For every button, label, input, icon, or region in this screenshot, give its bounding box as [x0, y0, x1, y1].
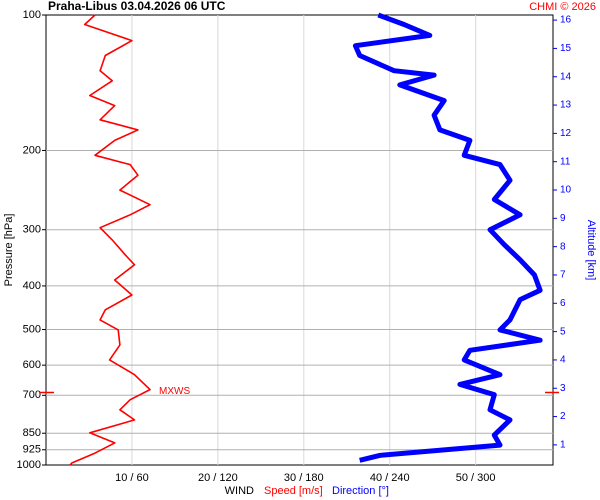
y-tick-label: 300 — [23, 224, 41, 236]
y2-tick-label: 11 — [560, 156, 571, 167]
y-tick-label: 200 — [23, 144, 41, 156]
y2-tick-label: 4 — [560, 355, 566, 366]
y2-tick-label: 13 — [560, 100, 572, 111]
y2-tick-label: 14 — [560, 71, 572, 82]
y-tick-label: 1000 — [17, 459, 41, 471]
annotation: MXWS — [159, 386, 190, 397]
y-tick-label: 100 — [23, 9, 41, 21]
y-tick-label: 600 — [23, 359, 41, 371]
x-axis-label-speed: Speed [m/s] — [264, 485, 323, 497]
y2-tick-label: 16 — [560, 15, 572, 26]
y-tick-label: 500 — [23, 323, 41, 335]
x-tick-label: 50 / 300 — [456, 472, 496, 484]
y2-tick-label: 15 — [560, 43, 572, 54]
y2-tick-label: 10 — [560, 185, 572, 196]
y-axis-label: Pressure [hPa] — [3, 214, 15, 287]
y2-tick-label: 12 — [560, 128, 572, 139]
x-tick-label: 20 / 120 — [198, 472, 238, 484]
y-tick-label: 400 — [23, 280, 41, 292]
x-tick-label: 40 / 240 — [370, 472, 410, 484]
chart-title: Praha-Libus 03.04.2026 06 UTC — [48, 0, 226, 13]
y-tick-label: 925 — [23, 444, 41, 456]
y-tick-label: 700 — [23, 389, 41, 401]
y-tick-label: 850 — [23, 427, 41, 439]
x-tick-label: 30 / 180 — [284, 472, 324, 484]
y2-tick-label: 7 — [560, 270, 566, 281]
y2-tick-label: 1 — [560, 440, 566, 451]
line-series — [352, 12, 543, 463]
credit: CHMI © 2026 — [529, 1, 596, 13]
y2-tick-label: 5 — [560, 326, 566, 337]
y2-axis-label: Altitude [km] — [585, 220, 597, 281]
x-axis-label-direction: Direction [°] — [332, 485, 389, 497]
y2-tick-label: 8 — [560, 241, 566, 252]
y2-tick-label: 3 — [560, 383, 566, 394]
plot-frame — [45, 14, 554, 466]
y2-tick-label: 9 — [560, 213, 566, 224]
x-tick-label: 10 / 60 — [115, 472, 149, 484]
y2-tick-label: 6 — [560, 298, 566, 309]
line-series — [69, 14, 151, 466]
y2-tick-label: 2 — [560, 411, 566, 422]
x-axis-label: WIND — [225, 485, 254, 497]
